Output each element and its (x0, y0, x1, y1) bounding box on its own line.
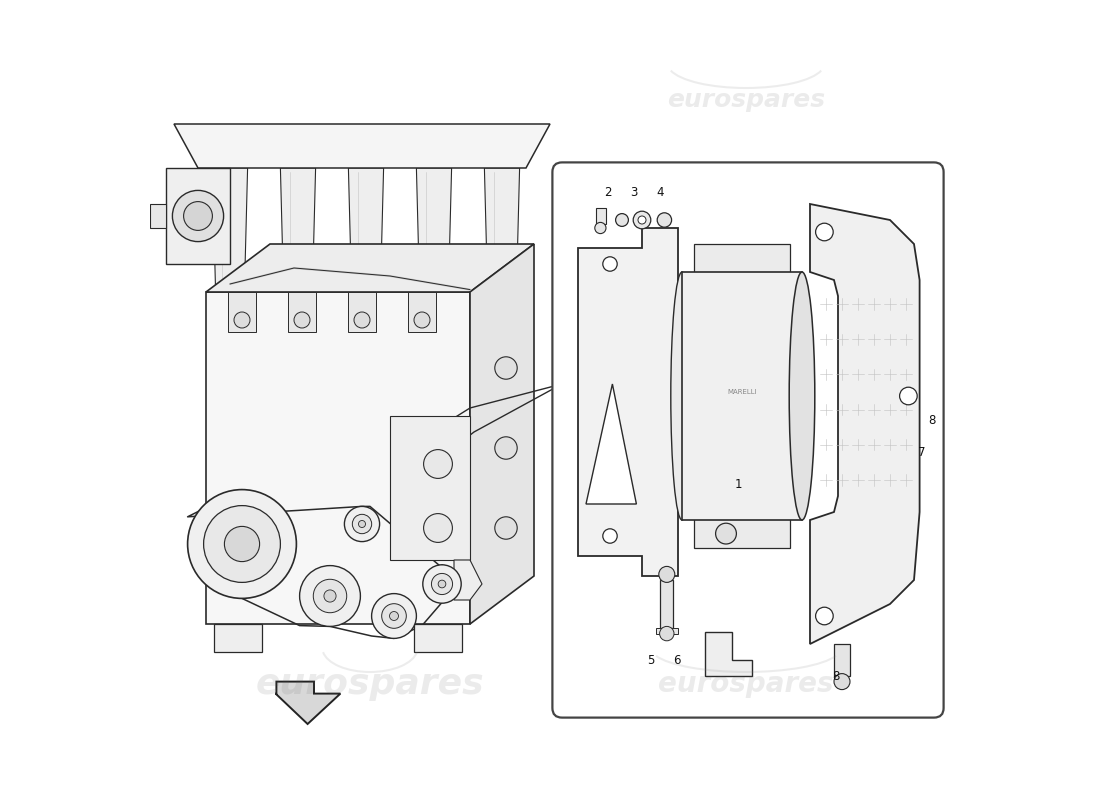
Polygon shape (470, 244, 534, 624)
Text: eurospares: eurospares (658, 670, 834, 698)
Text: 6: 6 (672, 654, 680, 666)
Circle shape (382, 604, 406, 628)
Circle shape (495, 437, 517, 459)
Polygon shape (417, 168, 452, 292)
Text: eurospares: eurospares (255, 667, 484, 701)
Circle shape (815, 223, 833, 241)
Polygon shape (705, 632, 751, 676)
Text: 3: 3 (630, 186, 638, 198)
Circle shape (657, 213, 672, 227)
Circle shape (352, 514, 372, 534)
Circle shape (323, 590, 337, 602)
Polygon shape (276, 682, 340, 724)
Text: 7: 7 (918, 446, 926, 458)
Circle shape (422, 565, 461, 603)
Polygon shape (694, 244, 790, 280)
Polygon shape (810, 204, 920, 644)
Polygon shape (694, 516, 790, 548)
Text: 8: 8 (833, 670, 840, 682)
Circle shape (431, 574, 452, 594)
Text: MARELLI: MARELLI (727, 389, 757, 395)
Polygon shape (595, 208, 606, 224)
Polygon shape (414, 624, 462, 652)
Circle shape (834, 674, 850, 690)
Polygon shape (660, 580, 673, 628)
Circle shape (438, 580, 446, 588)
Circle shape (659, 566, 674, 582)
Circle shape (359, 521, 365, 527)
Polygon shape (206, 244, 534, 292)
Text: eurospares: eurospares (667, 88, 825, 112)
Polygon shape (174, 124, 550, 168)
Polygon shape (166, 168, 230, 264)
Circle shape (414, 312, 430, 328)
Polygon shape (280, 168, 316, 292)
Circle shape (595, 222, 606, 234)
Circle shape (299, 566, 361, 626)
Ellipse shape (789, 272, 815, 520)
Circle shape (344, 506, 380, 542)
Polygon shape (586, 384, 637, 504)
Polygon shape (578, 228, 678, 576)
Circle shape (634, 211, 651, 229)
Circle shape (603, 529, 617, 543)
Polygon shape (214, 624, 262, 652)
Circle shape (660, 626, 674, 641)
Circle shape (224, 526, 260, 562)
Circle shape (204, 506, 280, 582)
Text: 4: 4 (657, 186, 664, 198)
Text: 5: 5 (647, 654, 654, 666)
Circle shape (616, 214, 628, 226)
Circle shape (389, 611, 398, 621)
Text: 2: 2 (604, 186, 612, 198)
Polygon shape (656, 628, 678, 634)
Polygon shape (206, 292, 470, 624)
Polygon shape (682, 272, 802, 520)
Text: 1: 1 (735, 478, 741, 490)
Circle shape (603, 257, 617, 271)
Circle shape (495, 357, 517, 379)
Circle shape (314, 579, 346, 613)
Circle shape (234, 312, 250, 328)
Circle shape (495, 517, 517, 539)
Polygon shape (348, 292, 376, 332)
Circle shape (815, 607, 833, 625)
Polygon shape (454, 560, 482, 600)
Polygon shape (408, 292, 437, 332)
Circle shape (188, 490, 296, 598)
Circle shape (424, 450, 452, 478)
FancyBboxPatch shape (552, 162, 944, 718)
Circle shape (354, 312, 370, 328)
Polygon shape (287, 292, 317, 332)
Circle shape (424, 514, 452, 542)
Circle shape (184, 202, 212, 230)
Polygon shape (390, 416, 470, 560)
Circle shape (173, 190, 223, 242)
Polygon shape (150, 204, 166, 228)
Polygon shape (484, 168, 519, 292)
Polygon shape (349, 168, 384, 292)
Circle shape (372, 594, 417, 638)
Circle shape (294, 312, 310, 328)
Ellipse shape (671, 272, 693, 520)
Polygon shape (228, 292, 256, 332)
Text: 8: 8 (928, 414, 936, 426)
Circle shape (900, 387, 917, 405)
Polygon shape (212, 168, 248, 292)
Polygon shape (834, 644, 850, 676)
Circle shape (716, 523, 736, 544)
Circle shape (638, 216, 646, 224)
